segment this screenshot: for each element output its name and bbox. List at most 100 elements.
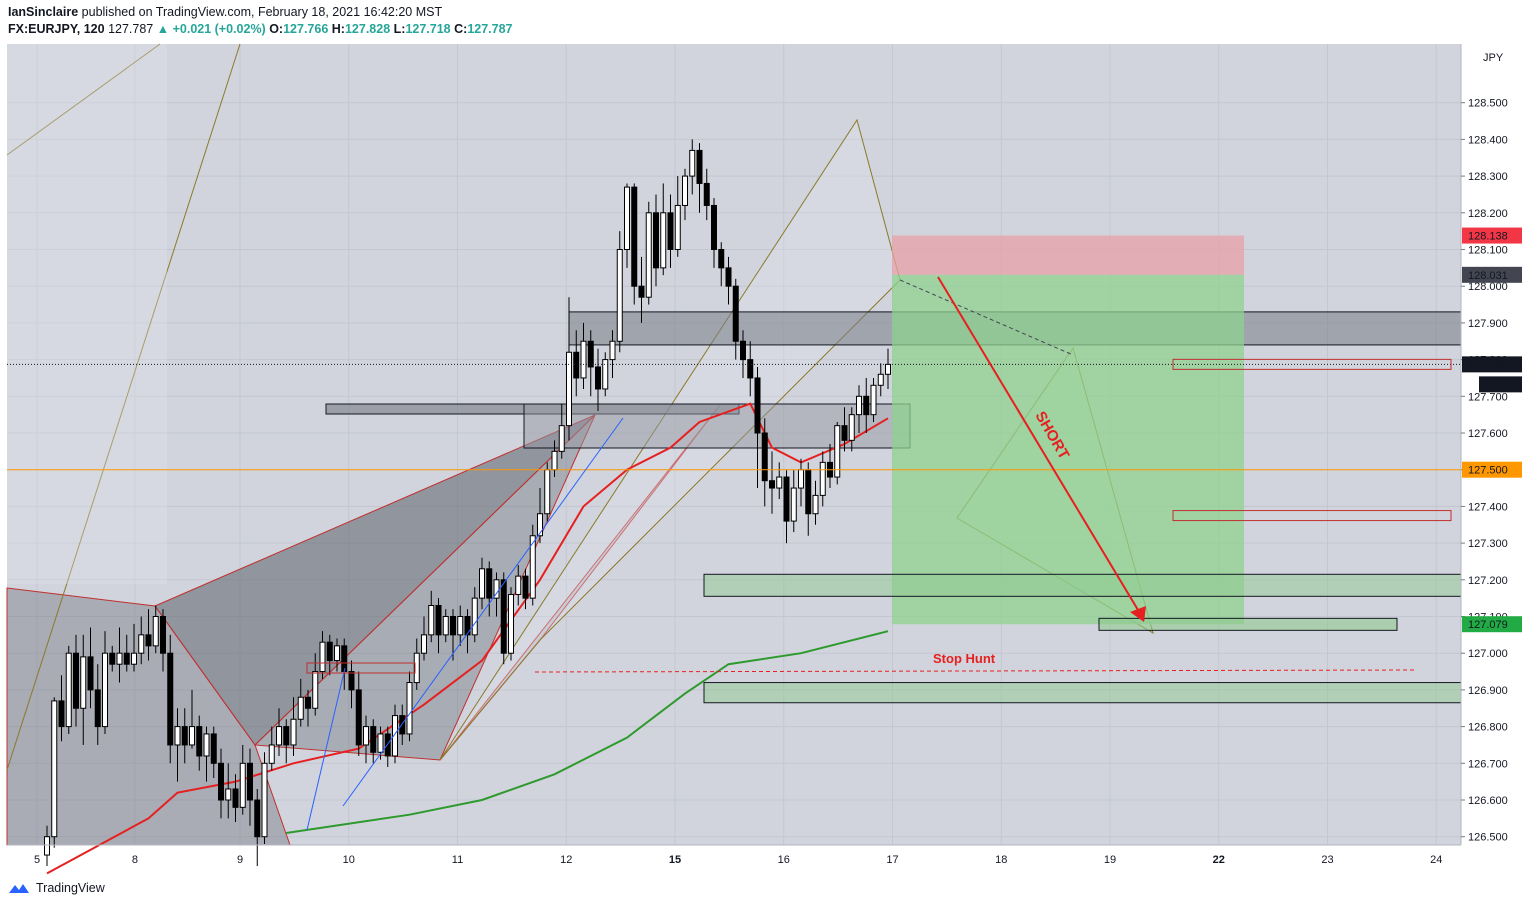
- candle-body: [384, 733, 391, 757]
- candle-body: [631, 186, 638, 287]
- price-tick-label: 127.700: [1468, 391, 1508, 403]
- candle: [856, 385, 862, 433]
- candle-body: [769, 480, 775, 489]
- candle-body: [80, 656, 87, 709]
- candle-body: [529, 535, 536, 599]
- publisher-name[interactable]: IanSinclaire: [8, 5, 79, 19]
- candle: [109, 645, 116, 672]
- candle: [421, 616, 427, 661]
- candle-body: [210, 733, 217, 764]
- candle-body: [877, 373, 884, 386]
- candle: [384, 726, 391, 767]
- price-tick-label: 127.200: [1468, 575, 1508, 587]
- candle-body: [239, 762, 246, 808]
- price-label-text: 127.079: [1468, 619, 1508, 631]
- price-axis[interactable]: 128.500 128.400 128.300 128.200 128.100 128.0…: [1460, 44, 1528, 845]
- candle-body: [189, 726, 195, 746]
- price-label-text: 127.500: [1468, 465, 1508, 477]
- candle-body: [254, 799, 261, 838]
- candle: [877, 363, 884, 397]
- candle-body: [689, 149, 696, 177]
- order-box: [1172, 358, 1452, 370]
- candle: [305, 689, 311, 727]
- candle: [210, 726, 217, 778]
- order-box-left: [306, 662, 416, 674]
- candle-body: [703, 182, 710, 206]
- close-value: 127.787: [467, 22, 513, 36]
- candle: [254, 788, 261, 867]
- short-arrow: [937, 276, 1145, 621]
- candle: [769, 451, 775, 514]
- order-box: [1172, 510, 1452, 522]
- candle: [863, 377, 870, 433]
- candle: [471, 587, 478, 643]
- candle-body: [595, 366, 601, 390]
- candle-body: [435, 604, 442, 636]
- candle-body: [181, 726, 188, 746]
- candle-body: [297, 696, 304, 720]
- candle: [689, 139, 696, 195]
- candle: [51, 697, 58, 848]
- publish-line: IanSinclaire published on TradingView.co…: [8, 4, 513, 21]
- tradingview-logo-icon[interactable]: [8, 882, 30, 894]
- short-arrowhead: [1130, 606, 1146, 622]
- time-tick-label: 24: [1430, 854, 1442, 866]
- candle: [203, 726, 210, 782]
- candle: [558, 403, 565, 459]
- candle: [841, 407, 848, 452]
- price-label-bg: [1462, 616, 1522, 633]
- price-label-text: 128.138: [1468, 231, 1508, 243]
- candle: [65, 645, 72, 734]
- price-label: 127.500: [1462, 461, 1522, 478]
- candle-body: [102, 652, 108, 728]
- candle: [457, 605, 464, 646]
- price-tick-label: 126.700: [1468, 758, 1508, 770]
- candle: [776, 462, 783, 500]
- candle: [544, 462, 551, 522]
- price-tick-label: 128.200: [1468, 208, 1508, 220]
- price-tick-label: 128.000: [1468, 281, 1508, 293]
- candle-body: [819, 461, 826, 496]
- symbol-label[interactable]: FX:EURJPY, 120: [8, 22, 105, 36]
- target-box: [1098, 617, 1398, 631]
- price-tick-label: 127.300: [1468, 538, 1508, 550]
- candle: [718, 242, 725, 287]
- price-axis-bg: [1461, 44, 1528, 845]
- candle: [522, 568, 529, 610]
- candle-body: [740, 340, 746, 361]
- candle-body: [196, 726, 203, 757]
- footer-brand[interactable]: TradingView: [36, 881, 105, 895]
- candle: [290, 697, 297, 756]
- candle-body: [718, 249, 725, 269]
- candle: [754, 366, 761, 489]
- candle-body: [450, 616, 456, 636]
- candle-body: [116, 652, 123, 665]
- candle: [44, 825, 50, 867]
- candle: [312, 653, 319, 716]
- candle-body: [421, 634, 427, 654]
- candle-body: [261, 762, 268, 838]
- candle: [711, 198, 717, 268]
- price-tick-label: 127.000: [1468, 648, 1508, 660]
- candle: [370, 719, 377, 764]
- candle: [174, 708, 181, 782]
- footer: TradingView: [8, 881, 105, 895]
- candle: [660, 183, 667, 276]
- candle-body: [413, 652, 420, 684]
- time-axis[interactable]: 5 8 9 10 11 12 15 16 17 18 19 22 23 24: [7, 844, 1461, 866]
- candle-body: [138, 634, 145, 654]
- candle: [885, 348, 891, 389]
- candle-body: [160, 616, 166, 654]
- fib-line-2: [6, 43, 161, 156]
- candle-body: [696, 149, 703, 184]
- price-tick-label: 128.300: [1468, 171, 1508, 183]
- candle-body: [65, 652, 72, 728]
- time-tick-label: 18: [995, 854, 1007, 866]
- candle-body: [167, 652, 174, 746]
- change-value: +0.021 (+0.02%): [172, 22, 266, 36]
- candle-body: [885, 363, 891, 375]
- time-tick-label: 8: [132, 854, 138, 866]
- candle-body: [566, 351, 572, 427]
- candle-body: [471, 597, 478, 636]
